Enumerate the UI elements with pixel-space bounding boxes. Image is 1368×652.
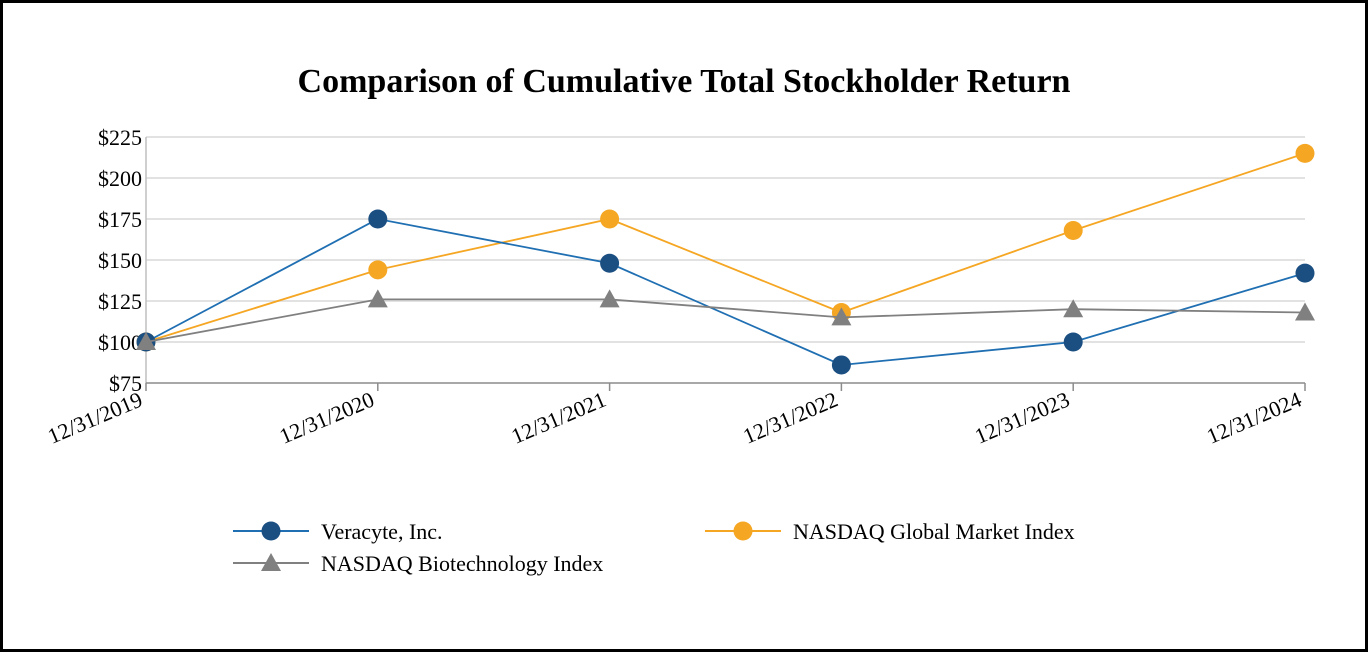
data-point xyxy=(831,355,851,375)
legend-item-nasdaq-global-market-index: NASDAQ Global Market Index xyxy=(705,519,1075,544)
x-tick-label: 12/31/2024 xyxy=(1203,387,1305,449)
y-tick-label: $225 xyxy=(98,125,142,150)
y-tick-label: $75 xyxy=(109,371,142,396)
y-tick-labels: $75 $100 $125 $150 $175 $200 $225 xyxy=(98,125,142,396)
legend-label: Veracyte, Inc. xyxy=(321,519,443,544)
legend-item-nasdaq-biotechnology-index: NASDAQ Biotechnology Index xyxy=(233,551,603,576)
y-tick-label: $100 xyxy=(98,330,142,355)
data-point xyxy=(599,289,620,308)
series-group xyxy=(136,143,1315,375)
data-point xyxy=(136,332,156,350)
y-tick-label: $175 xyxy=(98,207,142,232)
x-tick-label: 12/31/2021 xyxy=(508,387,610,449)
series-line xyxy=(145,152,1306,343)
data-point xyxy=(368,260,388,280)
data-point xyxy=(600,253,620,273)
data-point xyxy=(1295,263,1315,283)
x-tick-label: 12/31/2023 xyxy=(971,387,1073,449)
data-point xyxy=(1063,332,1083,352)
data-point xyxy=(367,289,388,308)
legend: Veracyte, Inc. NASDAQ Global Market Index… xyxy=(233,519,1075,576)
x-tick-label: 12/31/2019 xyxy=(44,387,146,449)
legend-label: NASDAQ Global Market Index xyxy=(793,519,1075,544)
legend-marker xyxy=(261,521,281,541)
series-line xyxy=(145,218,1306,366)
series-line xyxy=(145,298,1306,343)
legend-item-veracyte-inc: Veracyte, Inc. xyxy=(233,519,443,544)
chart-title: Comparison of Cumulative Total Stockhold… xyxy=(298,63,1071,100)
legend-marker xyxy=(733,521,753,541)
data-point xyxy=(1063,299,1084,318)
grid xyxy=(146,136,1305,343)
y-tick-label: $125 xyxy=(98,289,142,314)
axes xyxy=(145,137,1306,391)
data-point xyxy=(368,209,388,229)
data-point xyxy=(1063,220,1083,240)
series-nasdaq-biotechnology-index xyxy=(136,289,1315,350)
data-point xyxy=(600,209,620,229)
x-tick-label: 12/31/2022 xyxy=(739,387,841,449)
data-point xyxy=(1295,302,1315,321)
x-tick-label: 12/31/2020 xyxy=(276,387,378,449)
data-point xyxy=(1295,143,1315,163)
series-nasdaq-global-market-index xyxy=(136,143,1315,352)
legend-label: NASDAQ Biotechnology Index xyxy=(321,551,603,576)
series-veracyte-inc xyxy=(136,209,1315,375)
x-tick-labels: 12/31/2019 12/31/2020 12/31/2021 12/31/2022… xyxy=(44,387,1305,449)
data-point xyxy=(831,307,852,326)
y-tick-label: $150 xyxy=(98,248,142,273)
y-tick-label: $200 xyxy=(98,166,142,191)
legend-marker xyxy=(261,553,281,571)
